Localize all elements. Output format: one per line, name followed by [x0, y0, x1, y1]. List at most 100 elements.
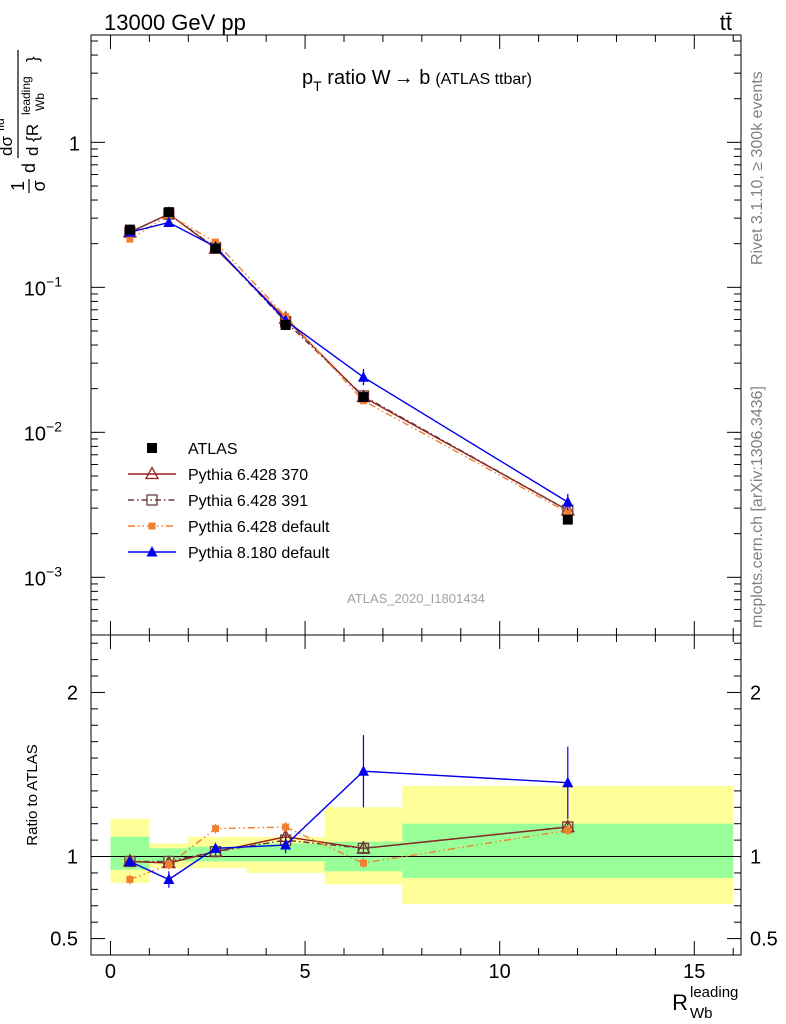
series-line-pythia-6-428-370	[129, 213, 569, 511]
series-line-pythia-8-180-default	[129, 221, 569, 503]
ratio-point-pythia-8-180-default	[163, 873, 175, 885]
svg-text:R: R	[672, 990, 688, 1015]
legend-label: Pythia 6.428 391	[188, 493, 308, 510]
ratio-point-pythia-6-428-default	[282, 823, 290, 831]
collision-label: 13000 GeV pp	[104, 10, 246, 35]
series-line-pythia-6-428-391	[129, 213, 569, 511]
ratio-point-pythia-6-428-default	[165, 861, 173, 869]
main-data-layer	[122, 206, 575, 525]
svg-text:d: d	[19, 163, 39, 173]
legend-entry-atlas: ATLAS	[147, 441, 238, 458]
legend: ATLAS Pythia 6.428 370 Pythia 6.428 391 Pyt…	[128, 441, 330, 562]
legend-label: ATLAS	[188, 441, 238, 458]
ratio-point-pythia-8-180-default	[280, 839, 292, 850]
svg-text:d {R: d {R	[23, 124, 42, 156]
svg-text:σ: σ	[29, 180, 49, 191]
y-tick-label: 10−2	[24, 418, 62, 445]
ratio-point-pythia-8-180-default	[124, 855, 136, 866]
ratio-point-pythia-6-428-default	[126, 876, 134, 884]
ratio-series-pythia-8-180-default	[124, 735, 574, 888]
legend-marker	[147, 443, 157, 453]
data-point-atlas	[163, 207, 174, 218]
main-y-axis-label: 1 σ d dσ fid d {R leading Wb }	[0, 50, 49, 193]
ratio-axes: 0.5 0.5 1 1 2 2 0 5 10 15	[50, 635, 778, 983]
x-axis-label: R leading Wb	[672, 984, 738, 1022]
data-point-pythia-6-428-default	[564, 508, 572, 516]
ratio-y-tick-label-right: 2	[750, 682, 761, 704]
y-tick-exponent: −2	[46, 418, 62, 434]
ratio-line-pythia-8-180-default	[129, 770, 568, 881]
legend-marker	[146, 494, 158, 506]
svg-text:fid: fid	[0, 118, 7, 131]
svg-text:leading: leading	[19, 76, 33, 115]
ratio-point-pythia-6-428-391	[357, 842, 370, 854]
ratio-y-tick-label: 1	[67, 847, 78, 869]
x-tick-label: 10	[489, 961, 511, 983]
series-line-pythia-6-428-default	[129, 214, 569, 514]
x-tick-label: 0	[105, 961, 116, 983]
ratio-y-tick-label-right: 0.5	[750, 929, 778, 951]
data-point-pythia-6-428-default	[126, 235, 134, 243]
data-point-pythia-8-180-default	[562, 496, 574, 507]
ratio-point-pythia-6-428-default	[359, 859, 367, 867]
legend-label: Pythia 6.428 default	[188, 519, 330, 536]
svg-text:Wb: Wb	[690, 1005, 713, 1022]
legend-entry-pythia-6-428-default: Pythia 6.428 default	[128, 519, 330, 536]
data-point-atlas	[358, 392, 369, 403]
data-point-atlas	[210, 243, 221, 254]
ratio-line-pythia-6-428-default	[129, 826, 568, 881]
ratio-point-pythia-8-180-default	[210, 842, 222, 853]
mcplots-label: mcplots.cern.ch [arXiv:1306.3436]	[749, 386, 766, 628]
ratio-y-tick-label-right: 1	[750, 847, 761, 869]
legend-entry-pythia-8-180-default: Pythia 8.180 default	[128, 545, 330, 562]
data-point-atlas	[562, 514, 573, 525]
svg-text:leading: leading	[690, 984, 738, 1001]
legend-marker	[146, 546, 158, 557]
ratio-point-pythia-8-180-default	[357, 765, 369, 776]
ratio-panel: 0.5 0.5 1 1 2 2 0 5 10 15 Ratio to ATLAS R leadin…	[24, 634, 778, 1022]
ratio-y-tick-label: 2	[67, 682, 78, 704]
ratio-point-pythia-8-180-default	[562, 776, 574, 788]
svg-text:1: 1	[8, 181, 28, 191]
process-label: tt̄	[720, 10, 732, 35]
y-tick-exponent: −3	[46, 563, 62, 579]
analysis-watermark: ATLAS_2020_I1801434	[347, 591, 485, 606]
svg-text:Wb: Wb	[33, 93, 47, 111]
data-point-pythia-8-180-default	[357, 371, 369, 382]
legend-label: Pythia 8.180 default	[188, 545, 330, 562]
legend-marker	[148, 522, 156, 530]
chart-title: pT ratio W → b (ATLAS ttbar)	[302, 67, 532, 94]
ratio-frame	[90, 634, 742, 956]
data-point-atlas	[124, 224, 135, 235]
legend-marker	[144, 466, 160, 480]
data-point-atlas	[280, 319, 291, 330]
y-tick-label: 10−1	[24, 273, 62, 300]
ratio-y-axis-label: Ratio to ATLAS	[24, 744, 41, 845]
ratio-y-tick-label: 0.5	[50, 929, 78, 951]
ratio-series-pythia-6-428-default	[126, 822, 572, 885]
y-tick-base: 10	[24, 568, 46, 590]
x-tick-label: 15	[683, 961, 705, 983]
x-tick-label: 5	[300, 961, 311, 983]
uncertainty-band-inner	[188, 846, 247, 862]
y-tick-base: 10	[24, 278, 46, 300]
legend-label: Pythia 6.428 370	[188, 467, 308, 484]
ratio-line-pythia-6-428-391	[129, 826, 568, 863]
svg-text:dσ: dσ	[0, 136, 16, 156]
rivet-label: Rivet 3.1.10, ≥ 300k events	[749, 71, 766, 265]
svg-text:}: }	[23, 56, 42, 62]
legend-entry-pythia-6-428-370: Pythia 6.428 370	[128, 466, 308, 484]
y-tick-label: 10−3	[24, 563, 62, 590]
uncertainty-band-inner	[149, 848, 189, 862]
y-tick-base: 10	[24, 423, 46, 445]
ratio-data-layer	[91, 735, 741, 905]
legend-entry-pythia-6-428-391: Pythia 6.428 391	[128, 493, 308, 510]
ratio-point-pythia-6-428-default	[212, 825, 220, 833]
y-tick-label: 1	[69, 133, 80, 155]
series-atlas	[124, 207, 573, 525]
ratio-point-pythia-6-428-default	[564, 826, 572, 834]
y-tick-exponent: −1	[46, 273, 62, 289]
